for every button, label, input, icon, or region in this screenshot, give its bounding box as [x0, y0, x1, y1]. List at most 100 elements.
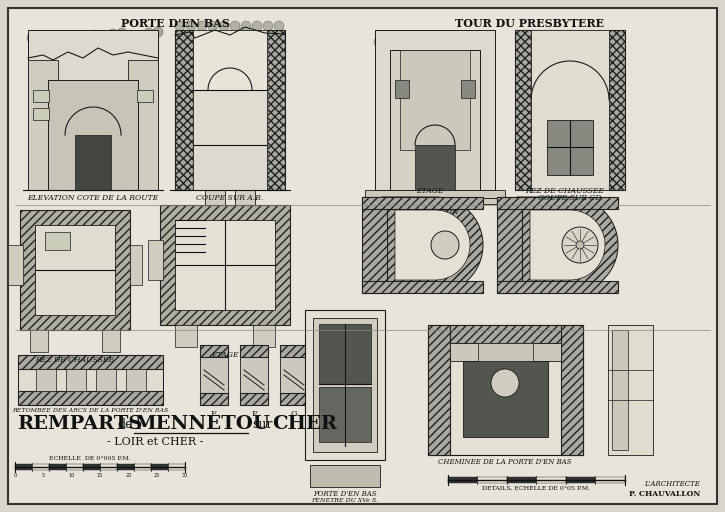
- Bar: [193, 30, 267, 90]
- Bar: [313, 318, 377, 452]
- Bar: [200, 345, 228, 357]
- Bar: [390, 50, 480, 190]
- Bar: [28, 30, 158, 190]
- Circle shape: [90, 30, 100, 40]
- Text: de: de: [117, 418, 133, 431]
- Bar: [48, 80, 138, 190]
- Text: - LOIR et CHER -: - LOIR et CHER -: [107, 437, 203, 447]
- Bar: [280, 345, 308, 357]
- Circle shape: [394, 36, 406, 48]
- Bar: [362, 281, 483, 293]
- Text: CHEMINEE DE LA PORTE D'EN BAS: CHEMINEE DE LA PORTE D'EN BAS: [438, 458, 572, 466]
- Text: MENNETOU: MENNETOU: [134, 415, 270, 433]
- Bar: [151, 464, 168, 470]
- Bar: [463, 361, 548, 437]
- Bar: [280, 345, 308, 405]
- Circle shape: [230, 21, 240, 31]
- Circle shape: [63, 33, 73, 43]
- Bar: [102, 330, 120, 352]
- Bar: [566, 477, 595, 483]
- Text: COUPE SUR A.B.: COUPE SUR A.B.: [196, 194, 264, 202]
- Bar: [450, 343, 561, 361]
- Bar: [45, 232, 70, 250]
- Bar: [18, 355, 163, 369]
- Bar: [83, 464, 100, 470]
- Circle shape: [197, 21, 207, 31]
- Polygon shape: [530, 210, 605, 280]
- Text: REMPARTS: REMPARTS: [17, 415, 142, 433]
- Circle shape: [562, 227, 598, 263]
- Bar: [515, 30, 531, 190]
- Text: P. CHAUVALLON: P. CHAUVALLON: [629, 490, 700, 498]
- Circle shape: [241, 21, 251, 31]
- Bar: [66, 369, 86, 391]
- Bar: [20, 210, 130, 330]
- Circle shape: [99, 34, 109, 44]
- Text: 20: 20: [125, 473, 131, 478]
- Bar: [205, 190, 225, 210]
- Circle shape: [424, 36, 436, 48]
- Bar: [168, 464, 185, 470]
- Bar: [395, 80, 409, 98]
- Bar: [428, 325, 450, 455]
- Bar: [33, 90, 49, 102]
- Bar: [507, 477, 536, 483]
- Bar: [175, 30, 285, 190]
- Bar: [117, 464, 134, 470]
- Circle shape: [45, 37, 55, 47]
- Polygon shape: [382, 197, 483, 293]
- Bar: [175, 325, 197, 347]
- Bar: [235, 190, 255, 210]
- Bar: [362, 197, 483, 209]
- Text: FENETRE DU XVe S.: FENETRE DU XVe S.: [312, 498, 378, 503]
- Circle shape: [434, 36, 446, 48]
- Text: sur: sur: [252, 418, 273, 431]
- Text: E: E: [211, 410, 217, 418]
- Text: ETAGE: ETAGE: [211, 351, 239, 359]
- Circle shape: [208, 21, 218, 31]
- Circle shape: [274, 21, 284, 31]
- Bar: [18, 391, 163, 405]
- Circle shape: [36, 41, 46, 51]
- Bar: [200, 345, 228, 405]
- Bar: [612, 330, 628, 450]
- Bar: [148, 240, 163, 280]
- Polygon shape: [395, 210, 470, 280]
- Text: DETAILS, ECHELLE DE 0°05 P.M.: DETAILS, ECHELLE DE 0°05 P.M.: [482, 486, 590, 491]
- Circle shape: [135, 32, 145, 42]
- Circle shape: [431, 231, 459, 259]
- Bar: [18, 355, 163, 405]
- Bar: [497, 197, 618, 209]
- Bar: [305, 310, 385, 460]
- Bar: [49, 464, 66, 470]
- Bar: [461, 80, 475, 98]
- Bar: [33, 108, 49, 120]
- Bar: [450, 325, 561, 343]
- Text: TOUR DU PRESBYTERE: TOUR DU PRESBYTERE: [455, 18, 605, 29]
- Bar: [30, 330, 48, 352]
- Text: CHER: CHER: [272, 415, 337, 433]
- Bar: [515, 30, 625, 190]
- Circle shape: [144, 28, 154, 38]
- Bar: [428, 325, 583, 455]
- Bar: [375, 30, 495, 190]
- Bar: [415, 145, 455, 190]
- Circle shape: [414, 36, 426, 48]
- Text: 0: 0: [14, 473, 17, 478]
- Text: PORTE D'EN BAS: PORTE D'EN BAS: [120, 18, 229, 29]
- Bar: [448, 477, 478, 483]
- Circle shape: [464, 36, 476, 48]
- Bar: [609, 30, 625, 190]
- Text: F: F: [251, 410, 257, 418]
- Circle shape: [186, 21, 196, 31]
- Circle shape: [108, 29, 118, 39]
- Circle shape: [454, 36, 466, 48]
- Circle shape: [153, 27, 163, 37]
- Bar: [497, 197, 522, 293]
- Bar: [126, 369, 146, 391]
- Bar: [200, 393, 228, 405]
- Text: REZ DE CHAUSSEE: REZ DE CHAUSSEE: [526, 187, 605, 195]
- Text: ELEVATION COTE DE LA ROUTE: ELEVATION COTE DE LA ROUTE: [28, 194, 159, 202]
- Bar: [595, 477, 625, 483]
- Circle shape: [126, 38, 136, 48]
